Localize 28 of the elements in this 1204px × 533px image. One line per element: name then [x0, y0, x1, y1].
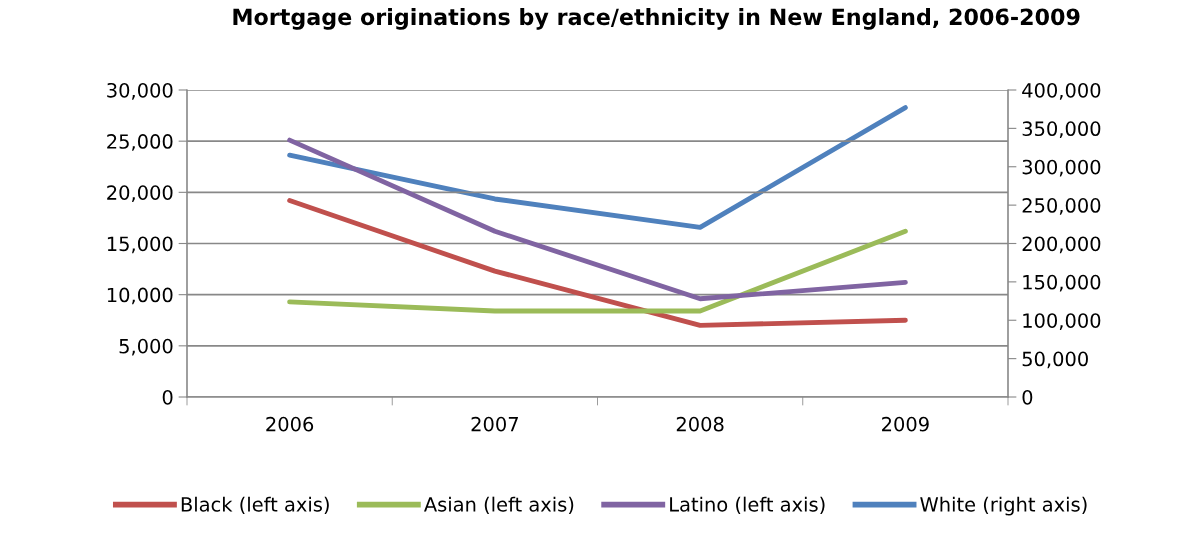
y2-tick-label: 0: [1022, 389, 1033, 405]
legend-label: Latino (left axis): [670, 496, 825, 515]
x-tick-label: 2007: [471, 416, 518, 432]
y2-tick-label: 350,000: [1022, 121, 1101, 139]
y-tick-label: 15,000: [107, 236, 173, 254]
y-tick-label: 10,000: [107, 287, 173, 305]
legend-label: Asian (left axis): [423, 496, 574, 515]
line-series: [287, 198, 908, 328]
line-series: [287, 137, 908, 302]
y2-tick-label: 150,000: [1023, 274, 1101, 292]
y-tick-label: 20,000: [107, 185, 173, 202]
x-tick-label: 2009: [882, 416, 929, 432]
chart-title: Mortgage originations by race/ethnicity in New England, 2006-2009: [233, 8, 1080, 30]
y2-tick-label: 300,000: [1022, 159, 1101, 177]
line-series: [287, 105, 908, 230]
y2-tick-label: 100,000: [1023, 313, 1101, 330]
x-tick-label: 2006: [266, 416, 314, 432]
x-tick-label: 2008: [676, 416, 724, 432]
y2-tick-label: 250,000: [1022, 198, 1101, 215]
y-tick-label: 25,000: [107, 134, 173, 151]
y2-tick-label: 200,000: [1022, 236, 1101, 254]
y-tick-label: 30,000: [107, 82, 173, 100]
legend-label: Black (left axis): [181, 496, 329, 515]
y2-tick-label: 400,000: [1022, 82, 1101, 100]
legend-label: White (right axis): [920, 496, 1087, 516]
y2-tick-label: 50,000: [1022, 351, 1088, 369]
y-tick-label: 0: [162, 389, 173, 405]
y-tick-label: 5,000: [119, 338, 173, 356]
